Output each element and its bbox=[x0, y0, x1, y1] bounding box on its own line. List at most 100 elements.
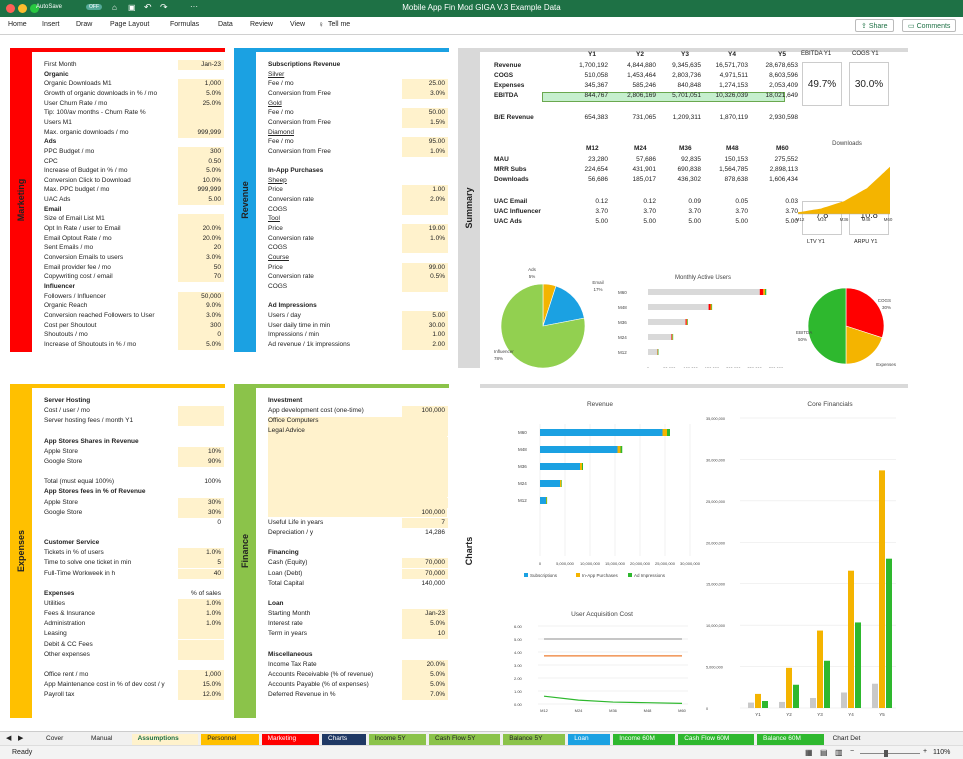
sheet-tab[interactable]: Charts bbox=[322, 734, 366, 745]
revenue-row-input[interactable]: 30.00 bbox=[402, 320, 448, 331]
revenue-row-input[interactable]: 0.5% bbox=[402, 272, 448, 283]
revenue-row-input[interactable] bbox=[402, 243, 448, 254]
sheet-tab[interactable]: Chart Det bbox=[826, 734, 884, 745]
marketing-row-input[interactable] bbox=[178, 117, 224, 128]
tab-home[interactable]: Home bbox=[8, 21, 27, 28]
worksheet-grid[interactable]: Marketing First Month Jan-23 Organic Organi… bbox=[0, 36, 963, 731]
marketing-row-input[interactable]: 9.0% bbox=[178, 301, 224, 312]
revenue-row-input[interactable]: 19.00 bbox=[402, 224, 448, 235]
marketing-row-input[interactable]: 10.0% bbox=[178, 175, 224, 186]
expenses-row-input[interactable]: 1.0% bbox=[178, 548, 224, 559]
marketing-row-input[interactable]: 70 bbox=[178, 272, 224, 283]
marketing-row-input[interactable]: 5.0% bbox=[178, 166, 224, 177]
expenses-row-input[interactable] bbox=[178, 406, 224, 417]
marketing-row-input[interactable]: 25.0% bbox=[178, 98, 224, 109]
marketing-row-input[interactable]: 50,000 bbox=[178, 291, 224, 302]
zoom-slider-thumb[interactable] bbox=[884, 750, 888, 757]
finance-row-input[interactable]: 70,000 bbox=[402, 558, 448, 569]
home-icon[interactable]: ⌂ bbox=[112, 3, 117, 12]
finance-row-input[interactable]: Jan-23 bbox=[402, 609, 448, 620]
next-sheet-icon[interactable]: ▶ bbox=[18, 735, 24, 742]
finance-row-input[interactable] bbox=[402, 477, 448, 488]
finance-row-input[interactable] bbox=[402, 436, 448, 447]
finance-row-input[interactable]: 10 bbox=[402, 629, 448, 640]
marketing-row-input[interactable]: 20.0% bbox=[178, 233, 224, 244]
tab-draw[interactable]: Draw bbox=[76, 21, 93, 28]
revenue-row-input[interactable]: 99.00 bbox=[402, 262, 448, 273]
expenses-row-input[interactable] bbox=[178, 639, 224, 650]
tell-me-search[interactable]: Tell me bbox=[328, 21, 351, 28]
zoom-window-icon[interactable] bbox=[30, 4, 39, 13]
view-layout-icon[interactable]: ▤ bbox=[820, 748, 828, 757]
sheet-tab[interactable]: Balance 5Y bbox=[503, 734, 566, 745]
revenue-row-input[interactable]: 5.00 bbox=[402, 310, 448, 321]
revenue-row-input[interactable]: 1.00 bbox=[402, 330, 448, 341]
marketing-row-input[interactable]: 999,999 bbox=[178, 185, 224, 196]
finance-row-input[interactable]: 140,000 bbox=[421, 579, 446, 587]
marketing-row-input[interactable]: 5.0% bbox=[178, 339, 224, 350]
sheet-tab[interactable]: Cover bbox=[40, 734, 82, 745]
marketing-row-input[interactable]: 50 bbox=[178, 262, 224, 273]
finance-row-input[interactable]: 7 bbox=[402, 517, 448, 528]
marketing-row-input[interactable]: 20 bbox=[178, 243, 224, 254]
zoom-slider[interactable] bbox=[860, 750, 920, 757]
revenue-row-input[interactable]: 1.00 bbox=[402, 185, 448, 196]
expenses-row-input[interactable]: 5 bbox=[178, 558, 224, 569]
marketing-row-input[interactable]: Jan-23 bbox=[178, 60, 224, 70]
tab-view[interactable]: View bbox=[290, 21, 306, 28]
expenses-row-input[interactable]: 15.0% bbox=[178, 680, 224, 691]
expenses-row-input[interactable] bbox=[178, 629, 224, 640]
tab-insert[interactable]: Insert bbox=[42, 21, 60, 28]
tab-page-layout[interactable]: Page Layout bbox=[110, 21, 150, 28]
finance-row-input[interactable]: 100,000 bbox=[402, 406, 448, 417]
finance-row-input[interactable] bbox=[402, 426, 448, 437]
expenses-row-input[interactable]: 30% bbox=[178, 507, 224, 518]
revenue-row-input[interactable]: 1.0% bbox=[402, 233, 448, 244]
expenses-row-input[interactable]: 1,000 bbox=[178, 670, 224, 681]
finance-row-input[interactable]: 5.0% bbox=[402, 619, 448, 630]
sheet-tab[interactable]: Assumptions bbox=[131, 734, 199, 745]
marketing-row-input[interactable]: 3.0% bbox=[178, 253, 224, 263]
marketing-row-input[interactable]: 0 bbox=[178, 330, 224, 341]
marketing-row-input[interactable]: 1,000 bbox=[178, 79, 224, 90]
sheet-tab[interactable]: Manual bbox=[85, 734, 129, 745]
sheet-tab[interactable]: Income 60M bbox=[613, 734, 676, 745]
finance-row-input[interactable]: 100,000 bbox=[421, 508, 446, 516]
expenses-row-input[interactable]: 12.0% bbox=[178, 690, 224, 701]
finance-row-input[interactable]: 5.0% bbox=[402, 680, 448, 691]
revenue-row-input[interactable]: 25.00 bbox=[402, 79, 448, 90]
marketing-row-input[interactable]: 3.0% bbox=[178, 310, 224, 321]
finance-row-input[interactable]: 70,000 bbox=[402, 568, 448, 579]
expenses-row-input[interactable]: 100% bbox=[204, 478, 221, 486]
revenue-row-input[interactable]: 95.00 bbox=[402, 137, 448, 148]
sheet-tab[interactable]: Cash Flow 5Y bbox=[429, 734, 501, 745]
comments-button[interactable]: ▭ Comments bbox=[902, 19, 957, 32]
revenue-row-input[interactable]: 1.5% bbox=[402, 117, 448, 128]
revenue-row-input[interactable] bbox=[402, 281, 448, 292]
finance-row-input[interactable]: 5.0% bbox=[402, 670, 448, 681]
finance-row-input[interactable] bbox=[402, 497, 448, 508]
expenses-row-input[interactable]: 0 bbox=[217, 518, 221, 526]
marketing-row-input[interactable] bbox=[178, 214, 224, 225]
close-window-icon[interactable] bbox=[6, 4, 15, 13]
view-break-icon[interactable]: ▥ bbox=[835, 748, 843, 757]
expenses-row-input[interactable]: 10% bbox=[178, 446, 224, 457]
marketing-row-input[interactable]: 5.0% bbox=[178, 88, 224, 99]
expenses-row-input[interactable] bbox=[178, 416, 224, 427]
sheet-tab[interactable]: Balance 60M bbox=[757, 734, 824, 745]
expenses-row-input[interactable]: 1.0% bbox=[178, 609, 224, 620]
zoom-in-icon[interactable]: + bbox=[923, 748, 928, 755]
undo-icon[interactable]: ↶ bbox=[144, 2, 152, 12]
save-icon[interactable]: ▣ bbox=[128, 3, 136, 12]
sheet-tab[interactable]: Personnel bbox=[201, 734, 259, 745]
tab-review[interactable]: Review bbox=[250, 21, 273, 28]
revenue-row-input[interactable]: 2.0% bbox=[402, 195, 448, 206]
prev-sheet-icon[interactable]: ◀ bbox=[6, 735, 12, 742]
marketing-row-input[interactable] bbox=[178, 108, 224, 119]
view-normal-icon[interactable]: ▦ bbox=[805, 748, 813, 757]
revenue-row-input[interactable] bbox=[402, 204, 448, 215]
expenses-row-input[interactable]: 1.0% bbox=[178, 619, 224, 630]
finance-row-input[interactable] bbox=[402, 416, 448, 427]
finance-row-input[interactable] bbox=[402, 487, 448, 498]
revenue-row-input[interactable]: 1.0% bbox=[402, 146, 448, 157]
